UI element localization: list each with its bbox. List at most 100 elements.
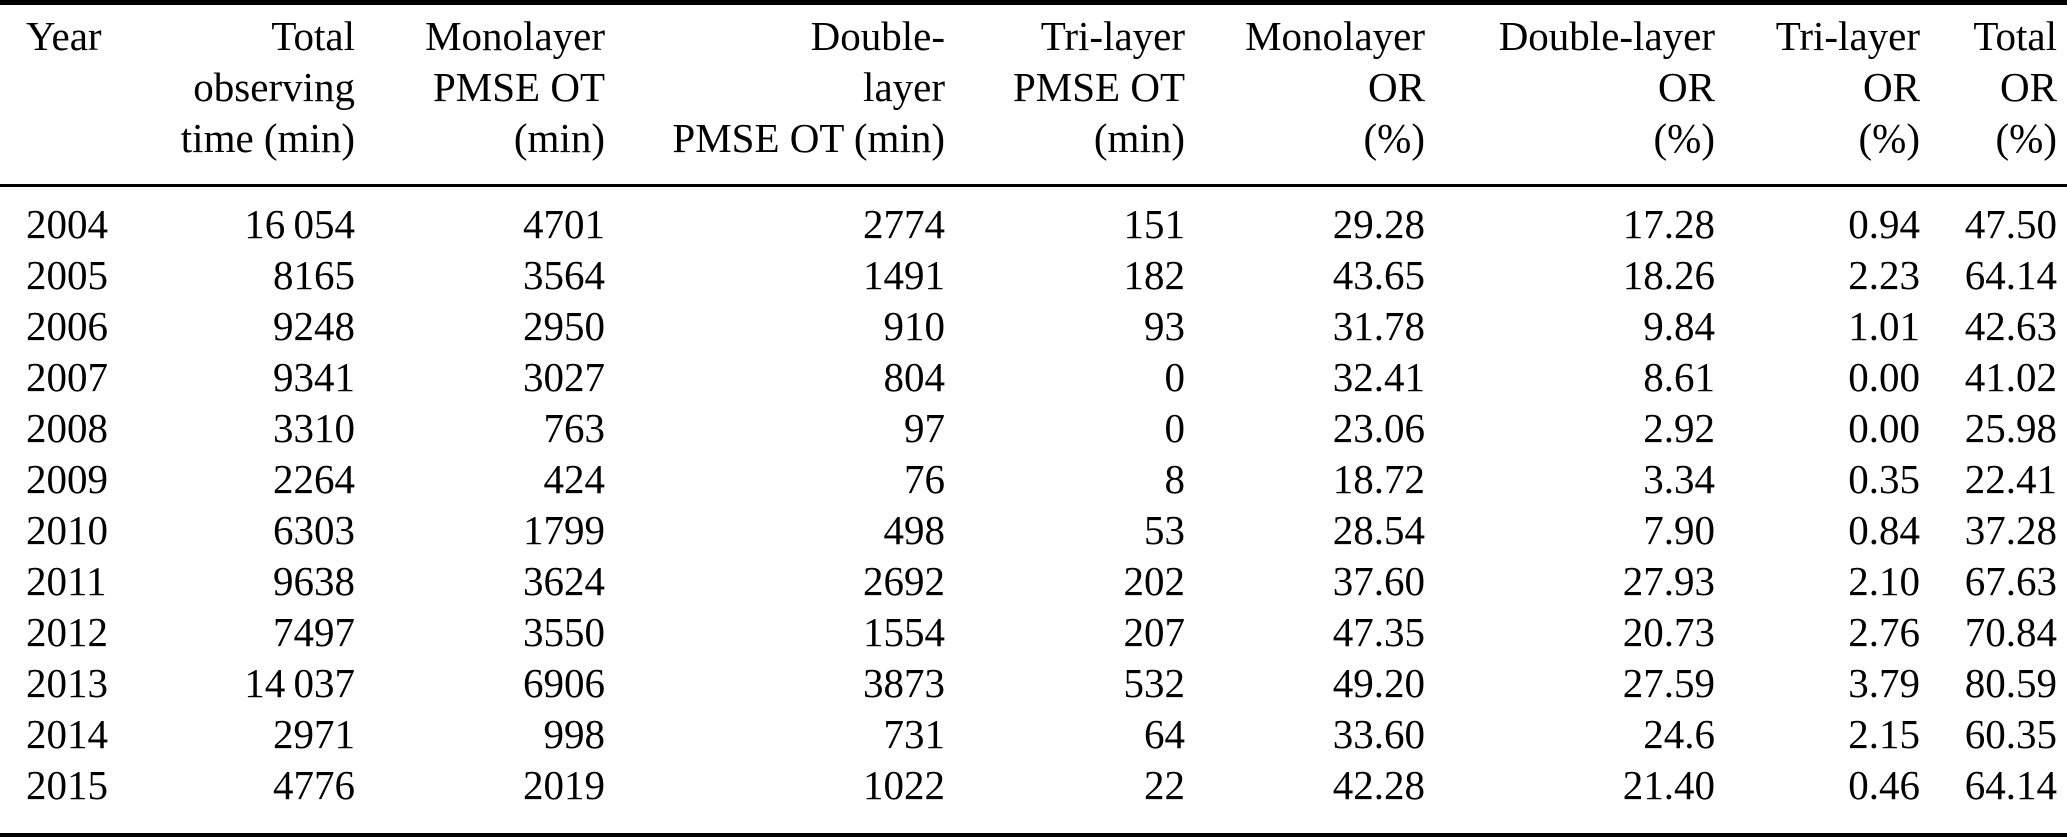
column-header-line: PMSE OT (1012, 64, 1185, 110)
table-cell-double-layer-pmse-ot: 804 (883, 354, 946, 400)
column-header-year: Year (0, 2, 130, 187)
table-cell-monolayer-or: 42.28 (1332, 762, 1425, 808)
table-cell-double-layer-pmse-ot: 1022 (863, 762, 945, 808)
table-cell-double-layer-or: 8.61 (1643, 354, 1715, 400)
table-cell-double-layer-or: 21.40 (1622, 762, 1715, 808)
column-header-line: OR (2000, 64, 2057, 110)
table-cell-monolayer-pmse-ot: 424 (543, 456, 606, 502)
table-cell-total-observing-time: 9638 (273, 558, 355, 604)
table-cell-total-observing-time: 9341 (273, 354, 355, 400)
table-row: 2008 3310 763 97 0 23.06 2.92 0.00 25.98 (0, 403, 2067, 454)
table-body: 2004 16 054 4701 2774 151 29.28 17.28 0.94 47.50… (0, 186, 2067, 836)
table-cell-monolayer-or: 23.06 (1332, 405, 1425, 451)
column-header-monolayer-or: Monolayer OR (%) (1185, 2, 1425, 187)
table-cell-tri-layer-pmse-ot: 202 (1123, 558, 1186, 604)
column-header-line: Year (26, 13, 102, 59)
column-header-line: time (min) (180, 115, 355, 161)
table-cell-total-or: 22.41 (1964, 456, 2057, 502)
table-cell-monolayer-pmse-ot: 2950 (523, 303, 605, 349)
table-cell-total-or: 37.28 (1964, 507, 2057, 553)
table-cell-tri-layer-or: 2.76 (1848, 609, 1920, 655)
table-cell-tri-layer-or: 2.10 (1848, 558, 1920, 604)
header-row: Year Total observing time (min) Monolayer PMS… (0, 2, 2067, 187)
column-header-line: Double-layer (1498, 13, 1715, 59)
table-cell-monolayer-pmse-ot: 998 (543, 711, 606, 757)
table-cell-tri-layer-pmse-ot: 532 (1123, 660, 1186, 706)
column-header-line: OR (1368, 64, 1425, 110)
table-cell-total-or: 47.50 (1964, 201, 2057, 247)
table-cell-double-layer-pmse-ot: 1491 (863, 252, 945, 298)
table-cell-total-or: 41.02 (1964, 354, 2057, 400)
table-cell-total-observing-time: 2971 (273, 711, 355, 757)
table-cell-monolayer-or: 47.35 (1332, 609, 1425, 655)
table-cell-year: 2014 (26, 711, 108, 757)
column-header-line: Double- (810, 13, 945, 59)
table-cell-total-or: 64.14 (1964, 762, 2057, 808)
table-row: 2011 9638 3624 2692 202 37.60 27.93 2.10 67.63 (0, 556, 2067, 607)
table-cell-monolayer-or: 49.20 (1332, 660, 1425, 706)
table-cell-year: 2013 (26, 660, 108, 706)
column-header-line: (%) (1653, 115, 1715, 161)
table-cell-tri-layer-or: 0.84 (1848, 507, 1920, 553)
table-cell-tri-layer-pmse-ot: 93 (1144, 303, 1185, 349)
table-cell-double-layer-pmse-ot: 3873 (863, 660, 945, 706)
table-cell-monolayer-or: 43.65 (1332, 252, 1425, 298)
column-header-line: (min) (1093, 115, 1185, 161)
table-cell-tri-layer-pmse-ot: 207 (1123, 609, 1186, 655)
table-cell-total-observing-time: 4776 (273, 762, 355, 808)
table-cell-total-observing-time: 14 037 (244, 660, 355, 706)
table-cell-year: 2010 (26, 507, 108, 553)
table-cell-total-or: 42.63 (1964, 303, 2057, 349)
table-cell-total-observing-time: 2264 (273, 456, 355, 502)
table-cell-monolayer-pmse-ot: 763 (543, 405, 606, 451)
table-cell-monolayer-or: 37.60 (1332, 558, 1425, 604)
table-cell-monolayer-pmse-ot: 3027 (523, 354, 605, 400)
table-cell-tri-layer-pmse-ot: 22 (1144, 762, 1185, 808)
table-cell-monolayer-or: 31.78 (1332, 303, 1425, 349)
column-header-line: observing (193, 64, 355, 110)
column-header-line: Total (1973, 13, 2057, 59)
table-cell-year: 2004 (26, 201, 108, 247)
column-header-total-observing-time: Total observing time (min) (130, 2, 355, 187)
table-row: 2006 9248 2950 910 93 31.78 9.84 1.01 42.63 (0, 301, 2067, 352)
table-cell-year: 2009 (26, 456, 108, 502)
table-cell-total-observing-time: 7497 (273, 609, 355, 655)
column-header-line: (%) (1363, 115, 1425, 161)
table-cell-tri-layer-or: 0.00 (1848, 354, 1920, 400)
table-cell-total-or: 25.98 (1964, 405, 2057, 451)
column-header-line: OR (1863, 64, 1920, 110)
column-header-line: (%) (1995, 115, 2057, 161)
column-header-line: PMSE OT (min) (672, 115, 945, 161)
table-cell-double-layer-or: 2.92 (1643, 405, 1715, 451)
table-cell-total-observing-time: 9248 (273, 303, 355, 349)
table-cell-year: 2005 (26, 252, 108, 298)
column-header-tri-layer-or: Tri-layer OR (%) (1715, 2, 1920, 187)
table-cell-monolayer-pmse-ot: 3564 (523, 252, 605, 298)
column-header-double-layer-or: Double-layer OR (%) (1425, 2, 1715, 187)
table-cell-tri-layer-pmse-ot: 182 (1123, 252, 1186, 298)
table-cell-tri-layer-pmse-ot: 151 (1123, 201, 1186, 247)
table-cell-tri-layer-or: 2.23 (1848, 252, 1920, 298)
table-cell-double-layer-or: 27.93 (1622, 558, 1715, 604)
table-cell-double-layer-or: 7.90 (1643, 507, 1715, 553)
table-cell-double-layer-pmse-ot: 498 (883, 507, 946, 553)
table-cell-double-layer-pmse-ot: 1554 (863, 609, 945, 655)
table-row: 2013 14 037 6906 3873 532 49.20 27.59 3.79 80.59 (0, 658, 2067, 709)
column-header-line: Monolayer (425, 13, 605, 59)
table-cell-year: 2008 (26, 405, 108, 451)
table-cell-double-layer-pmse-ot: 2692 (863, 558, 945, 604)
table-cell-monolayer-pmse-ot: 1799 (523, 507, 605, 553)
column-header-monolayer-pmse-ot: Monolayer PMSE OT (min) (355, 2, 605, 187)
column-header-line: Total (271, 13, 355, 59)
table-cell-total-observing-time: 16 054 (244, 201, 355, 247)
table-cell-monolayer-or: 18.72 (1332, 456, 1425, 502)
table-cell-monolayer-or: 28.54 (1332, 507, 1425, 553)
table-cell-double-layer-or: 18.26 (1622, 252, 1715, 298)
table-cell-tri-layer-or: 0.35 (1848, 456, 1920, 502)
table-cell-total-or: 70.84 (1964, 609, 2057, 655)
table-row: 2012 7497 3550 1554 207 47.35 20.73 2.76 70.84 (0, 607, 2067, 658)
table-cell-year: 2011 (26, 558, 107, 604)
table-cell-total-or: 64.14 (1964, 252, 2057, 298)
table-cell-double-layer-or: 17.28 (1622, 201, 1715, 247)
